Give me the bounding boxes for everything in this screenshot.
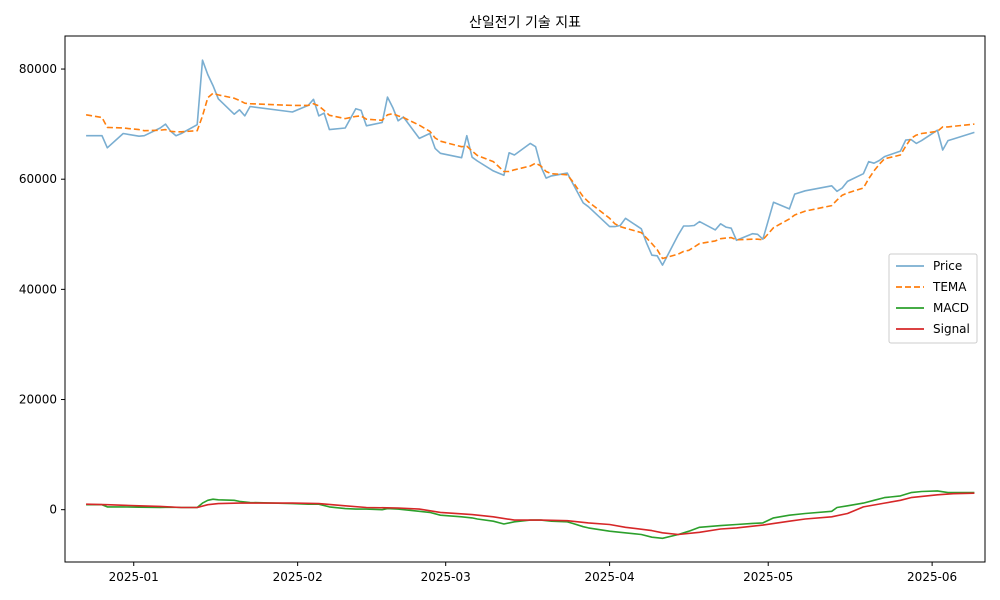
- y-tick-label: 20000: [19, 393, 57, 407]
- chart-title: 산일전기 기술 지표: [469, 15, 581, 31]
- y-tick-label: 80000: [19, 62, 57, 76]
- y-tick-label: 60000: [19, 172, 57, 186]
- legend: Price TEMA MACD Signal: [888, 253, 978, 344]
- x-tick-label: 2025-05: [743, 570, 793, 584]
- legend-box: [888, 253, 978, 344]
- series-line-tema: [85, 92, 975, 260]
- x-tick-label: 2025-04: [585, 570, 635, 584]
- legend-label-macd: MACD: [933, 301, 969, 315]
- x-tick-label: 2025-02: [273, 570, 323, 584]
- y-axis: 0 20000 40000 60000 80000: [19, 62, 65, 517]
- series-layer: [85, 59, 975, 540]
- y-tick-label: 0: [49, 503, 57, 517]
- series-line-price: [86, 59, 975, 266]
- x-tick-label: 2025-06: [907, 570, 957, 584]
- legend-label-price: Price: [933, 259, 962, 273]
- x-tick-label: 2025-03: [421, 570, 471, 584]
- legend-label-tema: TEMA: [932, 280, 967, 294]
- series-line-macd: [86, 490, 975, 540]
- plot-area: [64, 35, 986, 563]
- series-line-signal: [86, 492, 975, 536]
- legend-label-signal: Signal: [933, 322, 970, 336]
- x-tick-label: 2025-01: [109, 570, 159, 584]
- y-tick-label: 40000: [19, 282, 57, 296]
- x-axis: 2025-01 2025-02 2025-03 2025-04 2025-05 2025-…: [109, 562, 957, 584]
